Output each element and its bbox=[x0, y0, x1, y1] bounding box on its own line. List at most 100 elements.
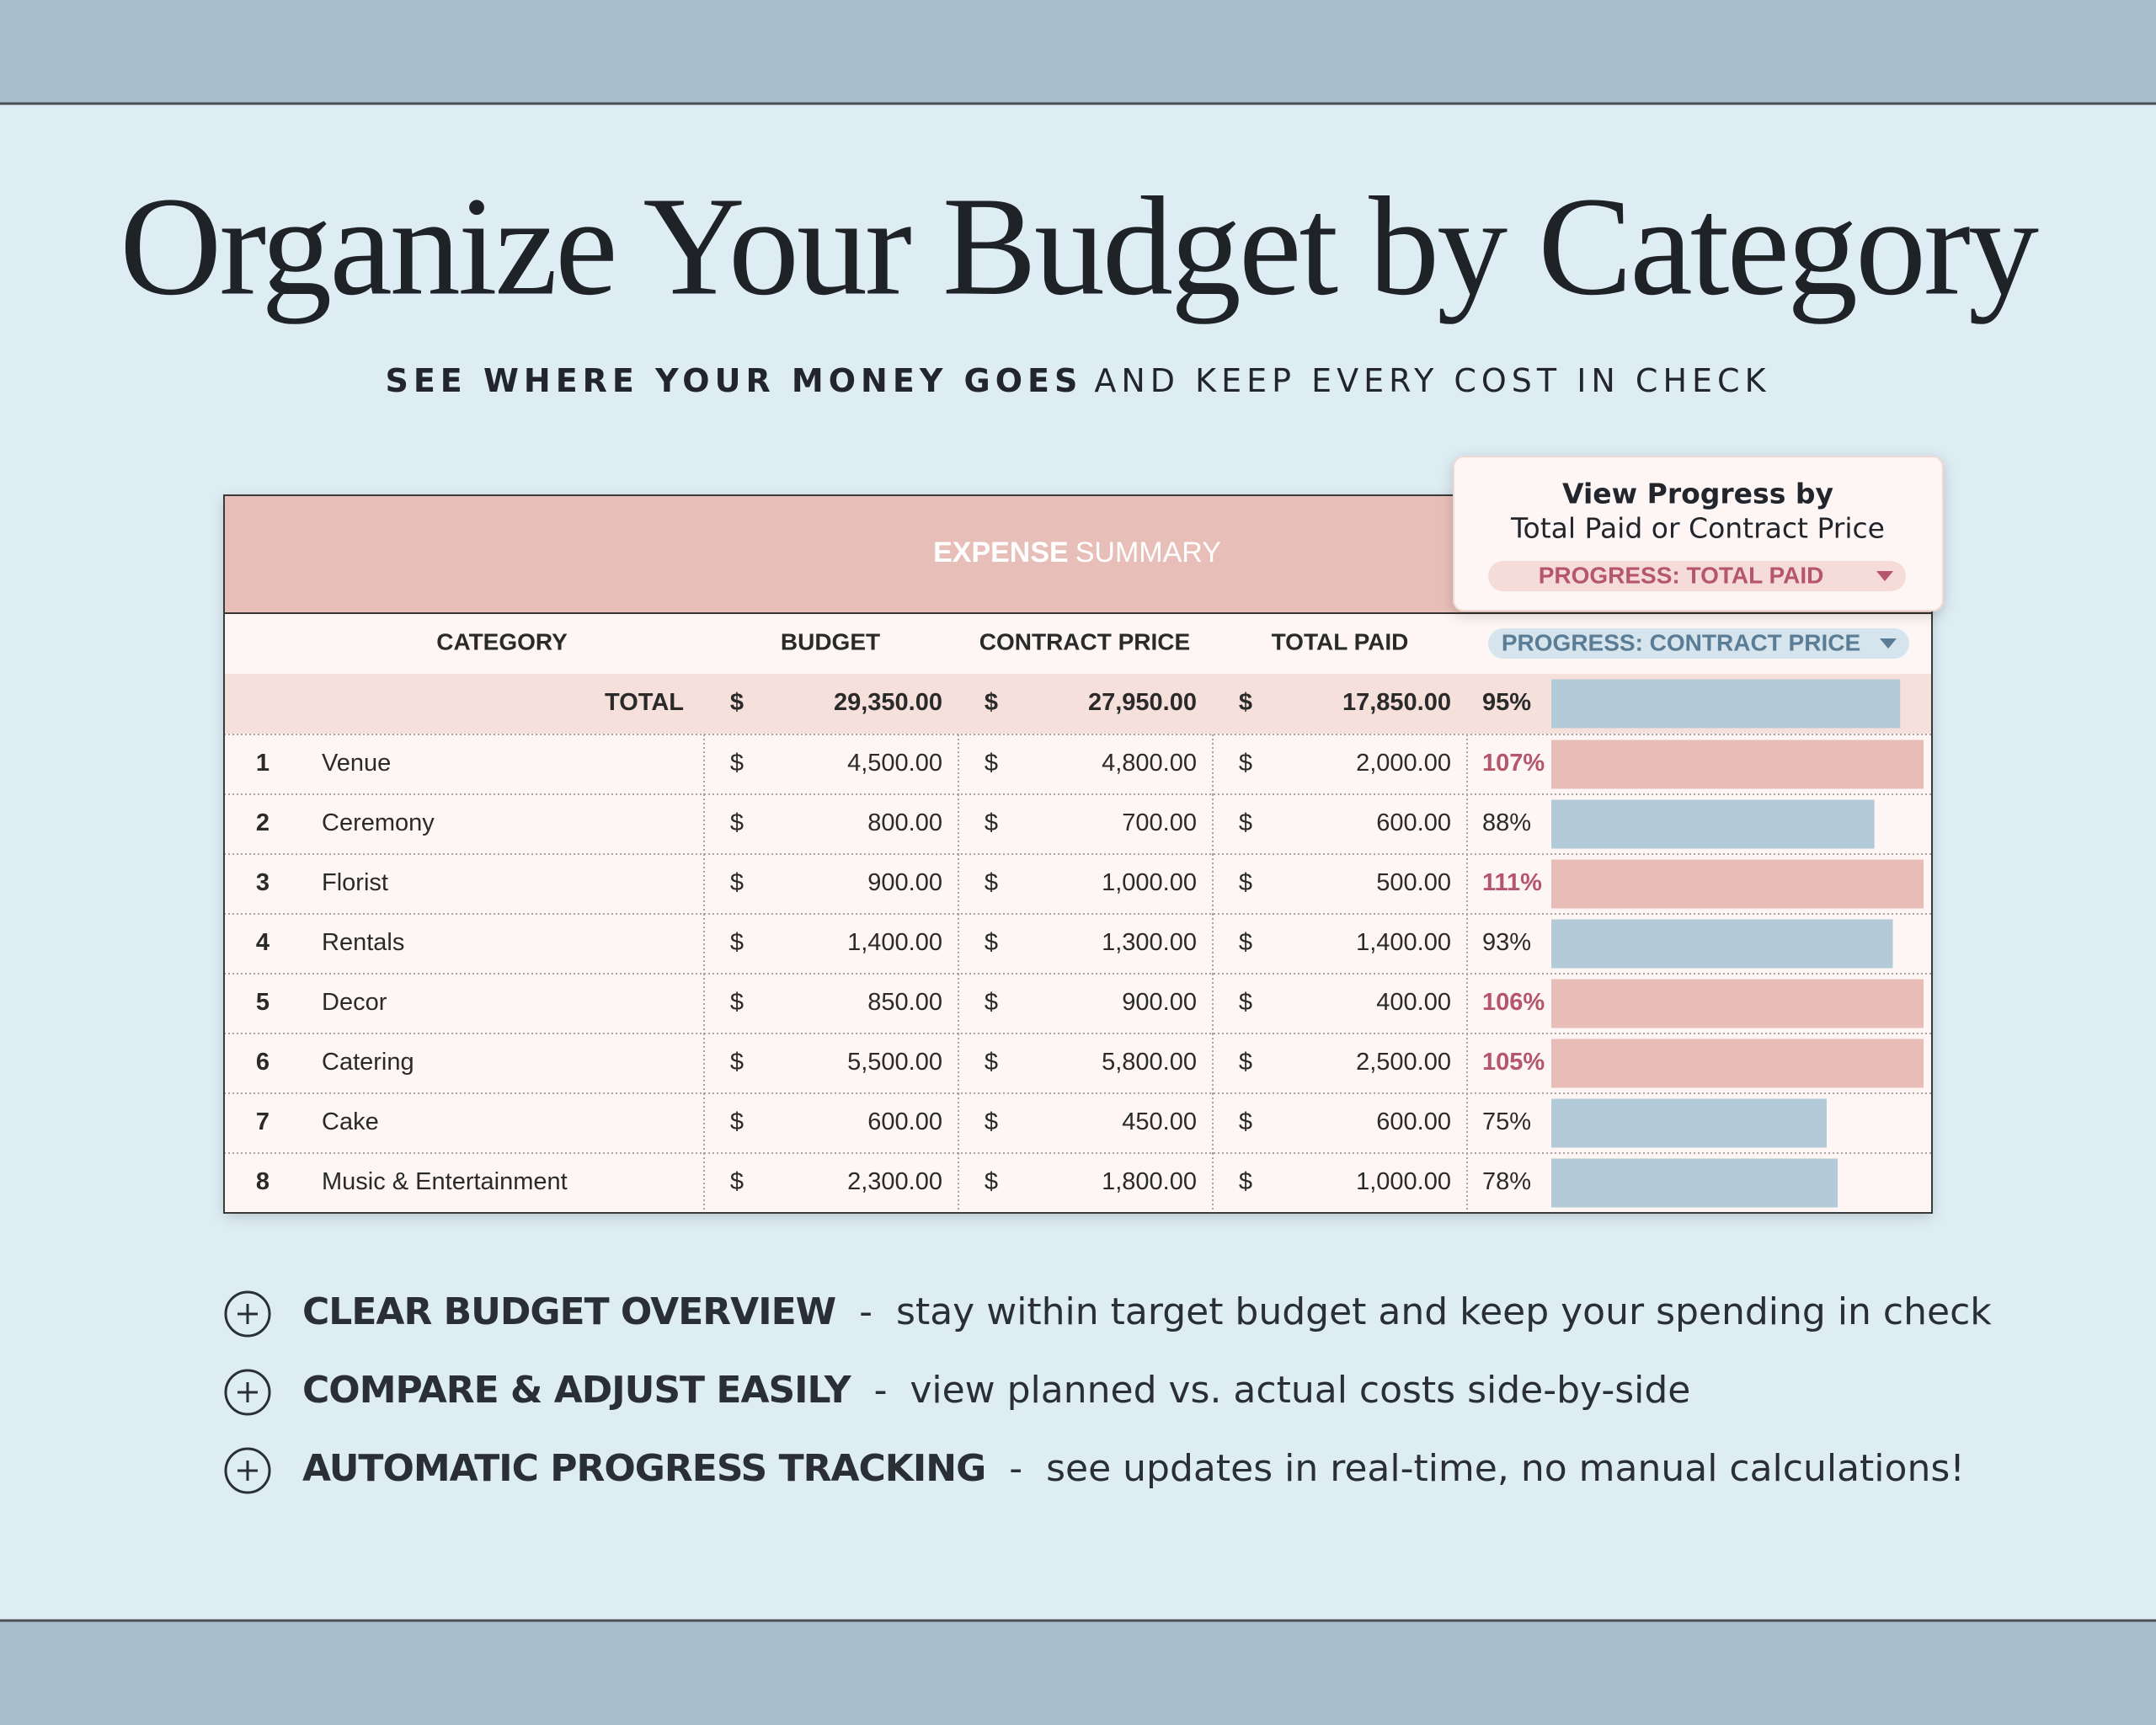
currency-sign: $ bbox=[985, 750, 998, 777]
progress-percent: 111% bbox=[1482, 869, 1542, 896]
progress-percent: 106% bbox=[1482, 989, 1545, 1016]
amount-budget: 5,500.00 bbox=[847, 1049, 942, 1076]
amount-paid: 2,500.00 bbox=[1356, 1049, 1451, 1076]
row-index: 5 bbox=[256, 989, 270, 1016]
currency-sign: $ bbox=[985, 809, 998, 836]
amount-paid: 1,400.00 bbox=[1356, 929, 1451, 956]
popup: View Progress by Total Paid or Contract … bbox=[1453, 456, 1944, 611]
amount-contract: 5,800.00 bbox=[1102, 1049, 1197, 1076]
amount-paid: 1,000.00 bbox=[1356, 1168, 1451, 1195]
row-index: 1 bbox=[256, 750, 270, 777]
progress-dropdown[interactable] bbox=[1488, 628, 1909, 659]
amount-contract: 1,800.00 bbox=[1102, 1168, 1197, 1195]
feature-title: COMPARE & ADJUST EASILY bbox=[302, 1369, 852, 1412]
dropdown-arrow[interactable] bbox=[1880, 638, 1897, 649]
plus-icon-cross bbox=[237, 1304, 258, 1324]
feature-item: COMPARE & ADJUST EASILY - view planned vs.… bbox=[302, 1369, 1690, 1412]
row-category: Decor bbox=[322, 989, 387, 1016]
plus-icon bbox=[224, 1369, 271, 1416]
amount-budget: 29,350.00 bbox=[834, 689, 942, 716]
amount-contract: 1,300.00 bbox=[1102, 929, 1197, 956]
row-index: 7 bbox=[256, 1108, 270, 1135]
progress-percent: 105% bbox=[1482, 1049, 1545, 1076]
amount-paid: 17,850.00 bbox=[1342, 689, 1451, 716]
progress-bar bbox=[1551, 799, 1875, 849]
top-band bbox=[0, 0, 2156, 104]
row-index: 8 bbox=[256, 1168, 270, 1195]
feature-separator: - bbox=[859, 1290, 873, 1333]
currency-sign: $ bbox=[1239, 809, 1252, 836]
subtitle-rest: AND KEEP EVERY COST IN CHECK bbox=[1094, 362, 1770, 399]
progress-bar bbox=[1551, 859, 1924, 909]
popup-text: Total Paid or Contract Price bbox=[1510, 512, 1885, 545]
currency-sign: $ bbox=[985, 929, 998, 956]
amount-paid: 600.00 bbox=[1376, 1108, 1451, 1135]
currency-sign: $ bbox=[1239, 1108, 1252, 1135]
amount-budget: 1,400.00 bbox=[847, 929, 942, 956]
currency-sign: $ bbox=[985, 689, 998, 716]
currency-sign: $ bbox=[985, 1108, 998, 1135]
bottom-band bbox=[0, 1621, 2156, 1725]
progress-bar bbox=[1551, 679, 1901, 729]
amount-budget: 600.00 bbox=[867, 1108, 942, 1135]
amount-budget: 800.00 bbox=[867, 809, 942, 836]
row-index: 4 bbox=[256, 929, 270, 956]
progress-bar bbox=[1551, 1098, 1827, 1148]
currency-sign: $ bbox=[730, 1049, 744, 1076]
progress-dropdown-label[interactable]: PROGRESS: CONTRACT PRICE bbox=[1502, 629, 1860, 655]
subtitle-bold: SEE WHERE YOUR MONEY GOES bbox=[385, 362, 1082, 399]
amount-budget: 4,500.00 bbox=[847, 750, 942, 777]
progress-percent: 95% bbox=[1482, 689, 1531, 716]
currency-sign: $ bbox=[1239, 1168, 1252, 1195]
popup-title: View Progress by bbox=[1562, 478, 1833, 510]
row-index: 2 bbox=[256, 809, 270, 836]
progress-percent: 107% bbox=[1482, 750, 1545, 777]
amount-paid: 400.00 bbox=[1376, 989, 1451, 1016]
currency-sign: $ bbox=[730, 689, 744, 716]
currency-sign: $ bbox=[730, 1168, 744, 1195]
popup-dropdown[interactable] bbox=[1488, 561, 1906, 591]
progress-percent: 78% bbox=[1482, 1168, 1531, 1195]
table-border bbox=[223, 494, 1933, 1214]
currency-sign: $ bbox=[1239, 929, 1252, 956]
table-title-bold: EXPENSE bbox=[933, 537, 1069, 569]
feature-title: CLEAR BUDGET OVERVIEW bbox=[302, 1290, 836, 1333]
amount-paid: 2,000.00 bbox=[1356, 750, 1451, 777]
amount-contract: 900.00 bbox=[1122, 989, 1197, 1016]
row-category: Florist bbox=[322, 869, 388, 896]
plus-icon-cross bbox=[237, 1382, 258, 1402]
row-category: Ceremony bbox=[322, 809, 435, 836]
feature-item: CLEAR BUDGET OVERVIEW - stay within target… bbox=[302, 1290, 1992, 1333]
feature-title: AUTOMATIC PROGRESS TRACKING bbox=[302, 1447, 985, 1490]
progress-percent: 88% bbox=[1482, 809, 1531, 836]
currency-sign: $ bbox=[1239, 689, 1252, 716]
column-header: CONTRACT PRICE bbox=[979, 628, 1190, 654]
progress-percent: 93% bbox=[1482, 929, 1531, 956]
plus-icon bbox=[224, 1290, 271, 1338]
row-index: 6 bbox=[256, 1049, 270, 1076]
subtitle: SEE WHERE YOUR MONEY GOES AND KEEP EVERY … bbox=[385, 362, 1770, 399]
plus-icon bbox=[224, 1447, 271, 1494]
progress-bar bbox=[1551, 1158, 1838, 1208]
amount-contract: 4,800.00 bbox=[1102, 750, 1197, 777]
currency-sign: $ bbox=[730, 989, 744, 1016]
amount-contract: 450.00 bbox=[1122, 1108, 1197, 1135]
row-category: Cake bbox=[322, 1108, 379, 1135]
amount-contract: 1,000.00 bbox=[1102, 869, 1197, 896]
dropdown-arrow[interactable] bbox=[1876, 571, 1893, 581]
row-category: Music & Entertainment bbox=[322, 1168, 568, 1195]
feature-text: stay within target budget and keep your … bbox=[896, 1290, 1992, 1333]
feature-separator: - bbox=[874, 1369, 887, 1412]
popup-dropdown-label[interactable]: PROGRESS: TOTAL PAID bbox=[1539, 562, 1824, 588]
progress-bar bbox=[1551, 919, 1893, 969]
progress-bar bbox=[1551, 740, 1924, 789]
total-label: TOTAL bbox=[605, 689, 684, 716]
row-category: Venue bbox=[322, 750, 391, 777]
column-header: CATEGORY bbox=[436, 628, 568, 654]
page-title: Organize Your Budget by Category bbox=[120, 168, 2039, 325]
currency-sign: $ bbox=[730, 929, 744, 956]
amount-budget: 2,300.00 bbox=[847, 1168, 942, 1195]
currency-sign: $ bbox=[730, 869, 744, 896]
amount-budget: 850.00 bbox=[867, 989, 942, 1016]
